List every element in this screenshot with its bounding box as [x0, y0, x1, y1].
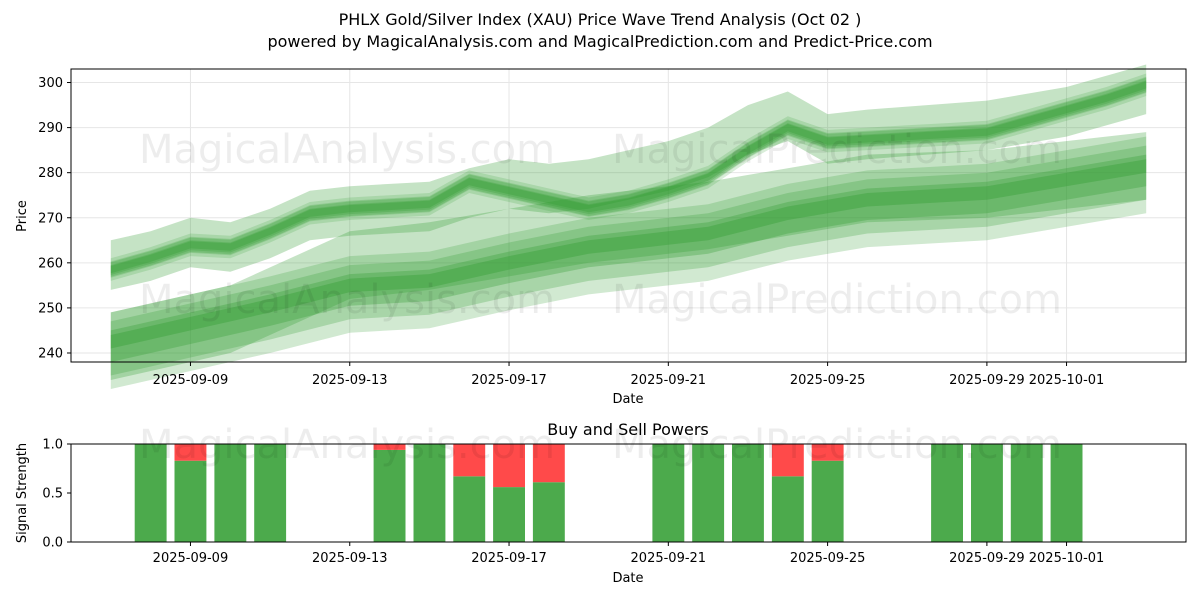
- buy-bar-2025-09-22: [692, 444, 725, 542]
- price-xtick-label-0: 2025-09-09: [153, 373, 229, 388]
- watermark-prediction-2: MagicalPrediction.com: [612, 277, 1062, 323]
- price-xtick-label-1: 2025-09-13: [312, 373, 388, 388]
- signal-xtick-label-4: 2025-09-25: [790, 551, 866, 566]
- buy-bar-2025-10-01: [1050, 444, 1083, 542]
- buy-bar-2025-09-18: [532, 482, 565, 542]
- buy-bar-2025-09-14: [373, 449, 406, 542]
- band-lower-channel-0: [110, 136, 1147, 389]
- signal-xtick-label-3: 2025-09-21: [631, 551, 707, 566]
- price-ytick-label-6: 300: [38, 76, 63, 91]
- buy-bar-2025-09-15: [413, 444, 446, 542]
- signal-bars: [134, 444, 1083, 542]
- buy-bar-2025-09-17: [493, 487, 525, 542]
- price-xtick-label-3: 2025-09-21: [631, 373, 707, 388]
- buy-bar-2025-09-25: [811, 460, 844, 542]
- sell-bar-2025-09-24: [771, 444, 804, 477]
- figure-title: PHLX Gold/Silver Index (XAU) Price Wave …: [339, 10, 862, 29]
- price-ytick-label-1: 250: [38, 301, 63, 316]
- signal-ticks: 0.0 0.5 1.0 2025-09-09 2025-09-13 2025-09-17 2…: [42, 438, 1104, 567]
- signal-xtick-label-1: 2025-09-13: [312, 551, 388, 566]
- price-xtick-label-4: 2025-09-25: [790, 373, 866, 388]
- signal-xlabel: Date: [612, 571, 643, 586]
- price-ytick-label-3: 270: [38, 211, 63, 226]
- sell-bar-2025-09-09: [174, 444, 207, 461]
- signal-title: Buy and Sell Powers: [547, 420, 709, 439]
- buy-bar-2025-09-16: [453, 476, 486, 542]
- signal-ytick-label-1: 0.5: [42, 487, 63, 502]
- sell-bar-2025-09-14: [373, 444, 406, 450]
- price-bands: [110, 64, 1147, 389]
- price-xtick-label-6: 2025-10-01: [1029, 373, 1105, 388]
- buy-bar-2025-09-29: [971, 444, 1003, 542]
- sell-bar-2025-09-18: [532, 444, 565, 483]
- buy-bar-2025-09-09: [174, 460, 207, 542]
- price-grid: [71, 69, 1186, 362]
- signal-watermarks: MagicalAnalysis.com MagicalPrediction.co…: [139, 422, 1062, 468]
- price-watermarks: MagicalAnalysis.com MagicalPrediction.co…: [139, 127, 1062, 323]
- figure-subtitle: powered by MagicalAnalysis.com and Magic…: [267, 32, 932, 51]
- price-axes-frame: [70, 68, 1187, 363]
- price-ytick-label-4: 280: [38, 166, 63, 181]
- band-upper-wide: [110, 64, 1147, 290]
- buy-bar-2025-09-24: [771, 476, 804, 542]
- band-lower-wide: [110, 132, 1147, 380]
- watermark-analysis-2: MagicalAnalysis.com: [139, 277, 555, 323]
- signal-xtick-label-5: 2025-09-29: [949, 551, 1025, 566]
- price-ytick-label-2: 260: [38, 256, 63, 271]
- price-xtick-label-5: 2025-09-29: [949, 373, 1025, 388]
- watermark-analysis: MagicalAnalysis.com: [139, 127, 555, 173]
- sell-bar-2025-09-17: [493, 444, 525, 488]
- price-xlabel: Date: [612, 392, 643, 407]
- band-lower-channel-2: [110, 154, 1147, 362]
- sell-bar-2025-09-16: [453, 444, 486, 477]
- signal-xtick-label-6: 2025-10-01: [1029, 551, 1105, 566]
- buy-bar-2025-09-28: [931, 444, 963, 542]
- buy-bar-2025-09-23: [732, 444, 764, 542]
- price-ytick-label-0: 240: [38, 346, 63, 361]
- price-ylabel: Price: [15, 200, 30, 232]
- signal-xtick-label-2: 2025-09-17: [471, 551, 547, 566]
- signal-chart: Buy and Sell Powers MagicalAnalysis.com …: [15, 420, 1187, 586]
- sell-bar-2025-09-25: [811, 444, 844, 461]
- watermark-analysis-3: MagicalAnalysis.com: [139, 422, 555, 468]
- price-ytick-label-5: 290: [38, 121, 63, 136]
- watermark-prediction: MagicalPrediction.com: [612, 127, 1062, 173]
- band-lower-channel-1: [110, 145, 1147, 376]
- buy-bar-2025-09-08: [134, 444, 167, 542]
- price-ticks: 240 250 260 270 280 290 300 2025-09-09 2025-09-1…: [38, 76, 1104, 388]
- buy-bar-2025-09-11: [254, 444, 287, 542]
- signal-ytick-label-2: 1.0: [42, 438, 63, 453]
- signal-xtick-label-0: 2025-09-09: [153, 551, 229, 566]
- price-xtick-label-2: 2025-09-17: [471, 373, 547, 388]
- signal-ylabel: Signal Strength: [15, 443, 30, 543]
- buy-bar-2025-09-21: [652, 444, 685, 542]
- signal-ytick-label-0: 0.0: [42, 536, 63, 551]
- price-chart: MagicalAnalysis.com MagicalPrediction.co…: [15, 64, 1187, 407]
- buy-bar-2025-09-30: [1010, 444, 1043, 542]
- buy-bar-2025-09-10: [214, 444, 247, 542]
- watermark-prediction-3: MagicalPrediction.com: [612, 422, 1062, 468]
- band-lower-channel-3: [110, 159, 1147, 349]
